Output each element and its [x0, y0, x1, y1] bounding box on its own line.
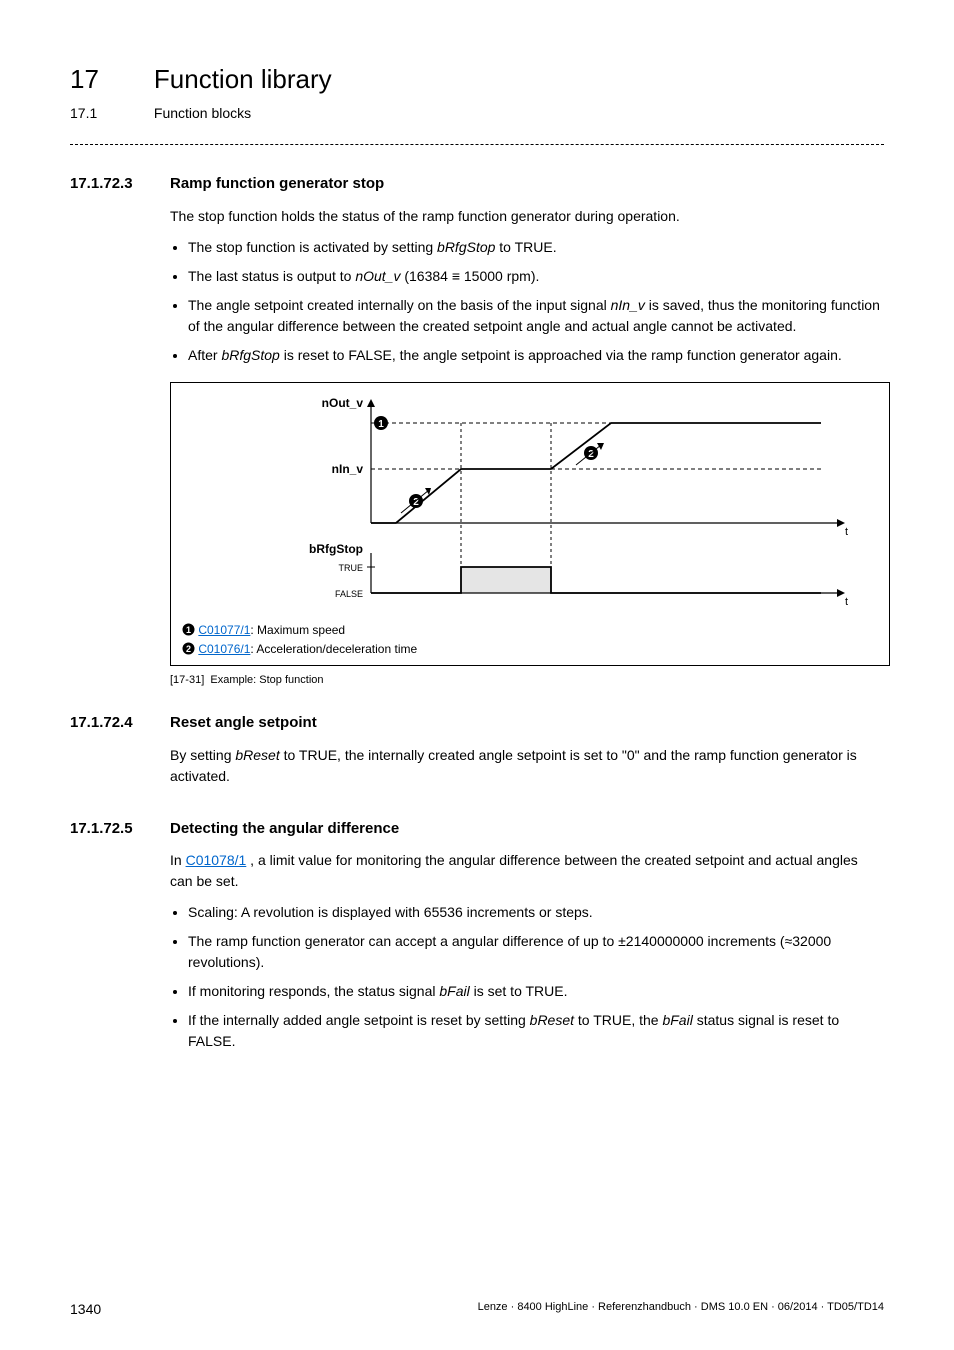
text-italic: bFail: [439, 983, 469, 999]
section-title: Reset angle setpoint: [170, 712, 317, 735]
list-item: After bRfgStop is reset to FALSE, the an…: [188, 345, 884, 366]
figure-legend: 1 C01077/1: Maximum speed 2 C01076/1: Ac…: [181, 621, 879, 659]
section-title: Detecting the angular difference: [170, 818, 399, 841]
legend-text: : Acceleration/deceleration time: [250, 642, 417, 656]
bullet-list: The stop function is activated by settin…: [170, 237, 884, 366]
paragraph: By setting bReset to TRUE, the internall…: [170, 745, 884, 787]
page-footer: 1340 Lenze · 8400 HighLine · Referenzhan…: [70, 1299, 884, 1320]
svg-text:2: 2: [185, 644, 190, 654]
text: If monitoring responds, the status signa…: [188, 983, 439, 999]
section-heading: 17.1.72.5 Detecting the angular differen…: [70, 818, 884, 841]
inline-link[interactable]: C01078/1: [186, 852, 247, 868]
bullet-list: Scaling: A revolution is displayed with …: [170, 902, 884, 1052]
section-heading: 17.1.72.4 Reset angle setpoint: [70, 712, 884, 735]
axis-label: nOut_v: [322, 396, 364, 410]
list-item: The stop function is activated by settin…: [188, 237, 884, 258]
list-item: If the internally added angle setpoint i…: [188, 1010, 884, 1052]
marker-2-icon: 2: [181, 642, 195, 656]
axis-label: bRfgStop: [309, 542, 363, 556]
section-title: Ramp function generator stop: [170, 173, 384, 196]
legend-link-2[interactable]: C01076/1: [198, 642, 250, 656]
page-number: 1340: [70, 1299, 101, 1320]
chapter-number: 17: [70, 60, 150, 99]
figure-svg: nOut_v t 1 nIn_v 2 2 bRfgStop TRUE FALSE: [181, 393, 879, 613]
text-italic: nOut_v: [355, 268, 400, 284]
marker-1-icon: 1: [181, 623, 195, 637]
text-italic: bRfgStop: [221, 347, 279, 363]
paragraph: In C01078/1 , a limit value for monitori…: [170, 850, 884, 892]
section-number: 17.1.72.5: [70, 818, 170, 841]
subsection-number: 17.1: [70, 103, 150, 124]
subsection-title: Function blocks: [154, 105, 251, 121]
svg-text:1: 1: [378, 419, 384, 430]
text-italic: bReset: [235, 747, 279, 763]
axis-label: nIn_v: [332, 462, 364, 476]
text: , a limit value for monitoring the angul…: [170, 852, 858, 889]
section-number: 17.1.72.3: [70, 173, 170, 196]
svg-text:1: 1: [185, 625, 190, 635]
caption-text: Example: Stop function: [210, 674, 323, 686]
footer-text: Lenze · 8400 HighLine · Referenzhandbuch…: [478, 1299, 884, 1320]
text-italic: bFail: [662, 1012, 692, 1028]
text-italic: bRfgStop: [437, 239, 495, 255]
text: The angle setpoint created internally on…: [188, 297, 611, 313]
text: to TRUE.: [495, 239, 556, 255]
text: After: [188, 347, 221, 363]
text: (16384 ≡ 15000 rpm).: [400, 268, 539, 284]
text: is set to TRUE.: [470, 983, 568, 999]
text: to TRUE, the: [574, 1012, 662, 1028]
divider: [70, 144, 884, 145]
section-heading: 17.1.72.3 Ramp function generator stop: [70, 173, 884, 196]
list-item: If monitoring responds, the status signa…: [188, 981, 884, 1002]
page-header: 17 Function library 17.1 Function blocks: [70, 60, 884, 124]
text: is reset to FALSE, the angle setpoint is…: [280, 347, 842, 363]
caption-number: [17-31]: [170, 674, 204, 686]
axis-label: FALSE: [335, 589, 363, 599]
legend-text: : Maximum speed: [250, 623, 345, 637]
axis-label: t: [845, 526, 848, 538]
legend-link-1[interactable]: C01077/1: [198, 623, 250, 637]
text-italic: bReset: [530, 1012, 574, 1028]
text-italic: nIn_v: [611, 297, 645, 313]
axis-label: TRUE: [339, 563, 364, 573]
text: In: [170, 852, 186, 868]
list-item: The ramp function generator can accept a…: [188, 931, 884, 973]
text: The stop function is activated by settin…: [188, 239, 437, 255]
text: If the internally added angle setpoint i…: [188, 1012, 530, 1028]
figure-caption: [17-31] Example: Stop function: [170, 672, 884, 689]
axis-label: t: [845, 596, 848, 608]
paragraph: The stop function holds the status of th…: [170, 206, 884, 227]
chapter-title: Function library: [154, 64, 332, 94]
list-item: The angle setpoint created internally on…: [188, 295, 884, 337]
text: By setting: [170, 747, 235, 763]
text: The last status is output to: [188, 268, 355, 284]
section-number: 17.1.72.4: [70, 712, 170, 735]
list-item: Scaling: A revolution is displayed with …: [188, 902, 884, 923]
figure: nOut_v t 1 nIn_v 2 2 bRfgStop TRUE FALSE: [170, 382, 890, 666]
list-item: The last status is output to nOut_v (163…: [188, 266, 884, 287]
